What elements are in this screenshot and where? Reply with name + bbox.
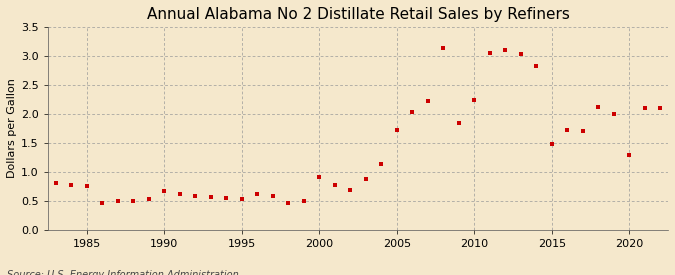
Point	[159, 189, 169, 193]
Point	[221, 196, 232, 200]
Text: Source: U.S. Energy Information Administration: Source: U.S. Energy Information Administ…	[7, 271, 238, 275]
Point	[65, 183, 76, 188]
Point	[267, 193, 278, 198]
Title: Annual Alabama No 2 Distillate Retail Sales by Refiners: Annual Alabama No 2 Distillate Retail Sa…	[146, 7, 570, 22]
Point	[593, 104, 603, 109]
Point	[236, 197, 247, 201]
Point	[608, 112, 619, 116]
Point	[577, 129, 588, 134]
Point	[81, 184, 92, 189]
Point	[329, 183, 340, 188]
Point	[174, 192, 185, 197]
Point	[112, 199, 123, 203]
Point	[562, 128, 572, 133]
Point	[376, 162, 387, 167]
Point	[190, 193, 200, 198]
Point	[655, 106, 666, 111]
Point	[314, 175, 325, 179]
Point	[546, 141, 557, 146]
Point	[485, 51, 495, 56]
Y-axis label: Dollars per Gallon: Dollars per Gallon	[7, 79, 17, 178]
Point	[454, 121, 464, 125]
Point	[205, 195, 216, 200]
Point	[423, 99, 433, 103]
Point	[407, 110, 418, 114]
Point	[345, 188, 356, 192]
Point	[500, 48, 511, 53]
Point	[360, 177, 371, 182]
Point	[252, 192, 263, 196]
Point	[128, 199, 138, 203]
Point	[392, 128, 402, 133]
Point	[143, 196, 154, 201]
Point	[97, 200, 107, 205]
Point	[469, 98, 480, 102]
Point	[639, 106, 650, 111]
Point	[298, 199, 309, 204]
Point	[531, 64, 541, 68]
Point	[516, 52, 526, 57]
Point	[283, 201, 294, 205]
Point	[438, 45, 449, 50]
Point	[624, 152, 634, 157]
Point	[50, 181, 61, 186]
